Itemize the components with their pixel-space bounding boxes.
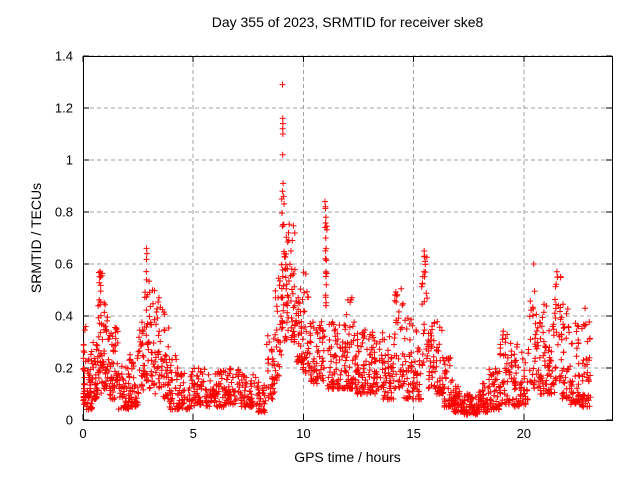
y-tick-label: 0.4 — [55, 309, 73, 324]
chart-title: Day 355 of 2023, SRMTID for receiver ske… — [211, 14, 484, 30]
x-tick-label: 5 — [190, 426, 197, 441]
x-axis-label: GPS time / hours — [294, 449, 401, 465]
tick-marks — [82, 55, 612, 421]
x-tick-label: 10 — [296, 426, 310, 441]
y-tick-label: 0 — [66, 413, 73, 428]
y-tick-label: 1 — [66, 153, 73, 168]
axis-border — [83, 56, 613, 421]
y-tick-label: 1.4 — [55, 49, 73, 64]
y-tick-label: 0.2 — [55, 361, 73, 376]
y-tick-label: 0.8 — [55, 205, 73, 220]
x-tick-label: 15 — [406, 426, 420, 441]
scatter-points — [80, 81, 594, 418]
x-tick-label: 0 — [79, 426, 86, 441]
x-tick-label: 20 — [517, 426, 531, 441]
y-tick-label: 0.6 — [55, 257, 73, 272]
y-tick-label: 1.2 — [55, 101, 73, 116]
